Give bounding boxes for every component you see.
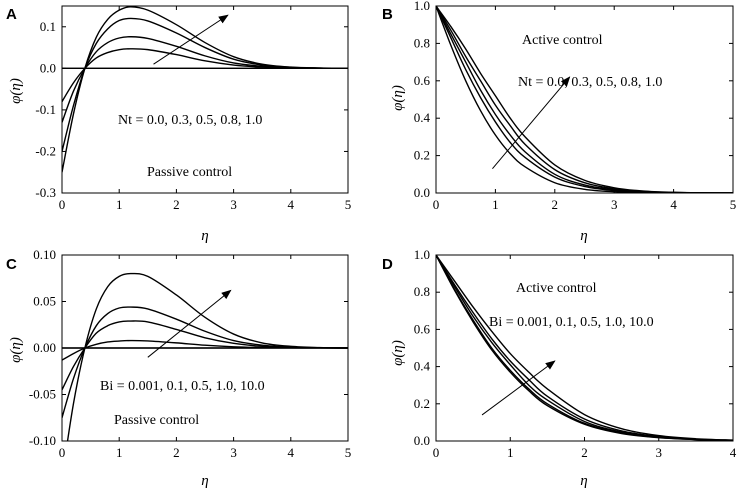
control-label-b: Active control xyxy=(522,33,603,48)
y-axis-title-a: φ(η) xyxy=(8,78,24,104)
x-tick-label-a-4: 4 xyxy=(288,197,295,212)
y-tick-label-b-5: 1.0 xyxy=(414,0,430,13)
series-line-c-3 xyxy=(62,306,348,418)
y-tick-label-b-4: 0.8 xyxy=(414,35,430,50)
series-line-d-4 xyxy=(436,255,733,441)
y-tick-label-a-3: 0.0 xyxy=(40,60,56,75)
y-tick-label-d-4: 0.8 xyxy=(414,284,430,299)
x-tick-label-a-2: 2 xyxy=(173,197,180,212)
panel-c: C φ(η) η Bi = 0.001, 0.1, 0.5, 1.0, 10.0… xyxy=(6,247,351,489)
y-tick-label-b-0: 0.0 xyxy=(414,185,430,200)
x-tick-label-c-1: 1 xyxy=(116,445,123,460)
y-tick-label-a-1: -0.2 xyxy=(35,143,56,158)
x-tick-label-d-2: 2 xyxy=(581,445,588,460)
trend-arrow-d xyxy=(481,360,556,416)
y-axis-title-d: φ(η) xyxy=(390,340,406,366)
x-axis-title-c: η xyxy=(201,473,208,489)
trend-arrow-c xyxy=(147,289,232,358)
parameter-label-b: Nt = 0.0, 0.3, 0.5, 0.8, 1.0 xyxy=(518,75,662,90)
x-tick-label-a-3: 3 xyxy=(230,197,237,212)
series-line-c-1 xyxy=(62,339,348,361)
x-tick-label-c-0: 0 xyxy=(59,445,66,460)
y-tick-label-d-5: 1.0 xyxy=(414,247,430,262)
panel-a: A φ(η) η Nt = 0.0, 0.3, 0.5, 0.8, 1.0 Pa… xyxy=(6,5,352,244)
y-tick-label-c-4: 0.10 xyxy=(33,247,56,262)
control-label-a: Passive control xyxy=(147,165,232,180)
x-tick-label-b-5: 5 xyxy=(730,197,737,212)
y-tick-label-a-4: 0.1 xyxy=(40,19,56,34)
y-tick-label-b-3: 0.6 xyxy=(414,73,431,88)
panel-letter-b: B xyxy=(382,6,393,23)
y-axis-title-b: φ(η) xyxy=(390,85,406,111)
panel-letter-c: C xyxy=(6,256,17,273)
plot-frame-b xyxy=(435,5,734,194)
y-tick-label-a-0: -0.3 xyxy=(35,185,56,200)
x-tick-label-b-2: 2 xyxy=(552,197,559,212)
x-tick-label-b-4: 4 xyxy=(670,197,677,212)
x-tick-label-d-4: 4 xyxy=(730,445,737,460)
control-label-c: Passive control xyxy=(114,413,199,428)
y-tick-label-c-3: 0.05 xyxy=(33,294,56,309)
control-label-d: Active control xyxy=(516,281,597,296)
x-tick-label-d-3: 3 xyxy=(656,445,663,460)
series-line-a-1 xyxy=(62,48,348,102)
parameter-label-a: Nt = 0.0, 0.3, 0.5, 0.8, 1.0 xyxy=(118,113,262,128)
y-tick-label-b-2: 0.4 xyxy=(414,110,431,125)
y-tick-label-d-0: 0.0 xyxy=(414,433,430,448)
panel-b: B φ(η) η Active control Nt = 0.0, 0.3, 0… xyxy=(382,0,736,244)
x-tick-label-b-3: 3 xyxy=(611,197,618,212)
x-tick-label-b-1: 1 xyxy=(492,197,499,212)
y-tick-label-c-0: -0.10 xyxy=(29,433,56,448)
panel-letter-d: D xyxy=(382,256,393,273)
parameter-label-c: Bi = 0.001, 0.1, 0.5, 1.0, 10.0 xyxy=(100,379,265,394)
y-tick-label-d-2: 0.4 xyxy=(414,359,431,374)
x-tick-label-b-0: 0 xyxy=(433,197,440,212)
y-axis-title-c: φ(η) xyxy=(8,337,24,363)
parameter-label-d: Bi = 0.001, 0.1, 0.5, 1.0, 10.0 xyxy=(489,315,654,330)
x-axis-title-b: η xyxy=(580,228,587,244)
x-axis-title-a: η xyxy=(201,228,208,244)
series-line-c-4 xyxy=(66,272,348,441)
x-tick-label-c-2: 2 xyxy=(173,445,180,460)
x-tick-label-d-0: 0 xyxy=(433,445,440,460)
x-axis-title-d: η xyxy=(580,473,587,489)
y-tick-label-b-1: 0.2 xyxy=(414,148,430,163)
y-tick-label-a-2: -0.1 xyxy=(35,102,56,117)
series-line-b-4 xyxy=(436,6,733,193)
x-tick-label-c-3: 3 xyxy=(230,445,237,460)
plot-frame-a xyxy=(61,5,349,194)
panel-d: D φ(η) η Active control Bi = 0.001, 0.1,… xyxy=(382,247,737,489)
trend-arrow-a xyxy=(153,14,229,65)
trend-arrow-b xyxy=(492,76,571,170)
x-tick-label-c-4: 4 xyxy=(288,445,295,460)
x-tick-label-d-1: 1 xyxy=(507,445,514,460)
series-line-d-3 xyxy=(436,255,733,441)
y-tick-label-d-1: 0.2 xyxy=(414,396,430,411)
x-tick-label-c-5: 5 xyxy=(345,445,352,460)
x-tick-label-a-5: 5 xyxy=(345,197,352,212)
panel-letter-a: A xyxy=(6,6,17,23)
y-tick-label-d-3: 0.6 xyxy=(414,321,431,336)
y-tick-label-c-2: 0.00 xyxy=(33,340,56,355)
y-tick-label-c-1: -0.05 xyxy=(29,387,56,402)
series-line-a-3 xyxy=(62,17,348,152)
x-tick-label-a-0: 0 xyxy=(59,197,66,212)
series-line-a-4 xyxy=(62,6,348,173)
x-tick-label-a-1: 1 xyxy=(116,197,123,212)
series-line-a-2 xyxy=(62,36,348,123)
